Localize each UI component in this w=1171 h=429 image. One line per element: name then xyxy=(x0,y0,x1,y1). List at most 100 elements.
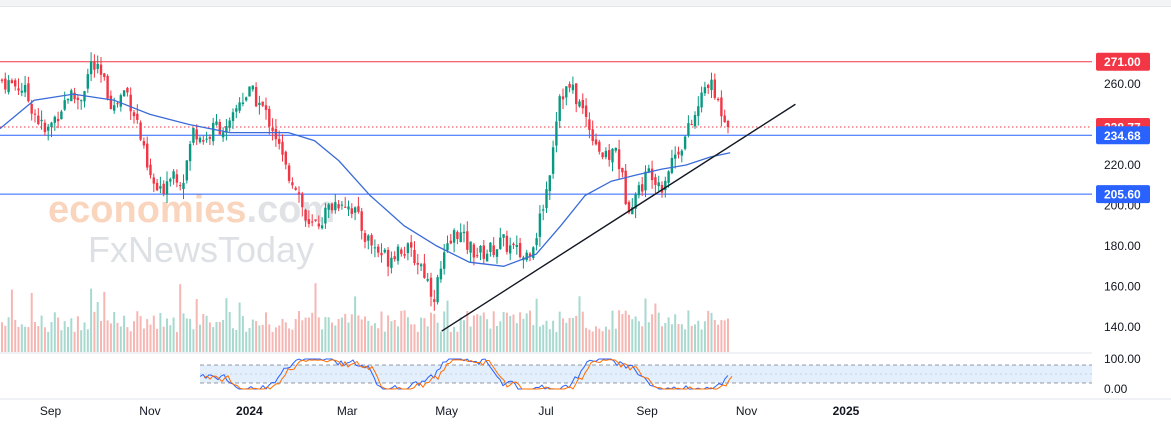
candle-body xyxy=(502,234,505,238)
candle-body xyxy=(208,136,212,139)
candle-body xyxy=(33,113,37,115)
volume-bar xyxy=(674,314,677,352)
volume-bar xyxy=(515,323,518,352)
candle-body xyxy=(192,127,195,143)
candle-body xyxy=(136,113,139,120)
candle-body xyxy=(400,249,403,254)
candle-body xyxy=(4,78,7,90)
volume-bar xyxy=(24,326,27,352)
volume-bar xyxy=(723,320,726,352)
candle-body xyxy=(499,237,502,249)
candle-body xyxy=(492,245,495,256)
moving-average-line xyxy=(0,93,731,267)
candle-body xyxy=(53,116,56,123)
volume-bar xyxy=(489,328,492,352)
candle-body xyxy=(179,185,182,187)
candle-body xyxy=(113,105,116,111)
candle-body xyxy=(588,119,591,130)
volume-bar xyxy=(641,326,644,352)
volume-bar xyxy=(47,331,50,352)
candle-body xyxy=(149,164,152,176)
price-axis[interactable]: 260.00240.00220.00200.00180.00160.00140.… xyxy=(1104,77,1141,334)
candle-body xyxy=(548,175,551,192)
candle-body xyxy=(142,141,146,146)
candle-body xyxy=(172,171,175,179)
volume-bar xyxy=(222,319,225,352)
candle-body xyxy=(693,115,697,127)
candle-body xyxy=(476,255,479,257)
volume-bar xyxy=(651,314,654,352)
candle-body xyxy=(449,240,452,244)
watermark-economies: economies xyxy=(48,189,247,231)
volume-bar xyxy=(265,312,267,352)
candle-body xyxy=(116,103,119,105)
candle-body xyxy=(228,120,231,128)
candle-body xyxy=(710,79,713,91)
volume-bar xyxy=(321,329,324,352)
candle-body xyxy=(307,219,311,224)
volume-bar xyxy=(53,312,56,352)
volume-bar xyxy=(364,316,366,352)
volume-bar xyxy=(307,317,310,352)
candle-body xyxy=(301,193,304,208)
candle-body xyxy=(532,247,535,259)
candle-body xyxy=(723,115,726,123)
time-axis-label: Jul xyxy=(538,404,553,418)
volume-bar xyxy=(595,326,597,352)
volume-bar xyxy=(571,317,574,352)
volume-bar xyxy=(202,314,205,352)
candle-body xyxy=(594,139,598,145)
volume-bar xyxy=(331,322,333,352)
volume-bar xyxy=(80,330,83,352)
volume-bar xyxy=(690,325,693,352)
volume-bar xyxy=(245,331,248,352)
candle-body xyxy=(17,88,20,91)
candle-body xyxy=(466,231,469,250)
candle-body xyxy=(238,102,241,111)
volume-bar xyxy=(261,324,264,352)
candle-body xyxy=(37,115,40,124)
candle-body xyxy=(426,279,429,281)
volume-bar xyxy=(436,322,439,352)
volume-bar xyxy=(314,283,317,352)
candle-body xyxy=(287,165,291,181)
candle-body xyxy=(317,223,320,227)
top-toolbar-strip xyxy=(0,0,1171,7)
candle-body xyxy=(93,61,96,70)
volume-bar xyxy=(76,316,79,352)
price-badge xyxy=(1096,126,1150,145)
volume-bar xyxy=(232,328,234,352)
volume-bar xyxy=(545,320,548,352)
time-axis-label: 2025 xyxy=(833,404,860,418)
candle-body xyxy=(215,121,218,125)
volume-bar xyxy=(588,329,591,352)
candle-body xyxy=(258,102,261,106)
volume-bar xyxy=(86,329,89,352)
volume-bar xyxy=(476,314,479,352)
volume-bar xyxy=(274,327,277,352)
volume-bar xyxy=(608,329,611,352)
candle-body xyxy=(304,209,307,221)
volume-bar xyxy=(159,312,162,352)
candle-body xyxy=(146,143,149,168)
volume-bar xyxy=(327,317,330,352)
volume-bar xyxy=(116,322,119,352)
candle-body xyxy=(337,204,340,209)
volume-bar xyxy=(123,315,126,352)
candle-body xyxy=(581,99,584,109)
volume-bar xyxy=(466,311,469,352)
candle-body xyxy=(63,100,66,110)
candle-body xyxy=(155,182,159,191)
time-axis-label: May xyxy=(435,404,458,418)
volume-bar xyxy=(354,296,357,352)
time-axis[interactable]: Sep Nov 2024 Mar May Jul Sep Nov 2025 xyxy=(40,404,860,418)
volume-bar xyxy=(393,320,396,352)
candle-body xyxy=(561,96,565,100)
candle-body xyxy=(687,123,690,136)
candle-body xyxy=(314,219,317,221)
volume-bar xyxy=(453,326,456,352)
volume-bar xyxy=(664,322,667,352)
volume-bar xyxy=(212,327,215,352)
candle-body xyxy=(119,95,122,107)
